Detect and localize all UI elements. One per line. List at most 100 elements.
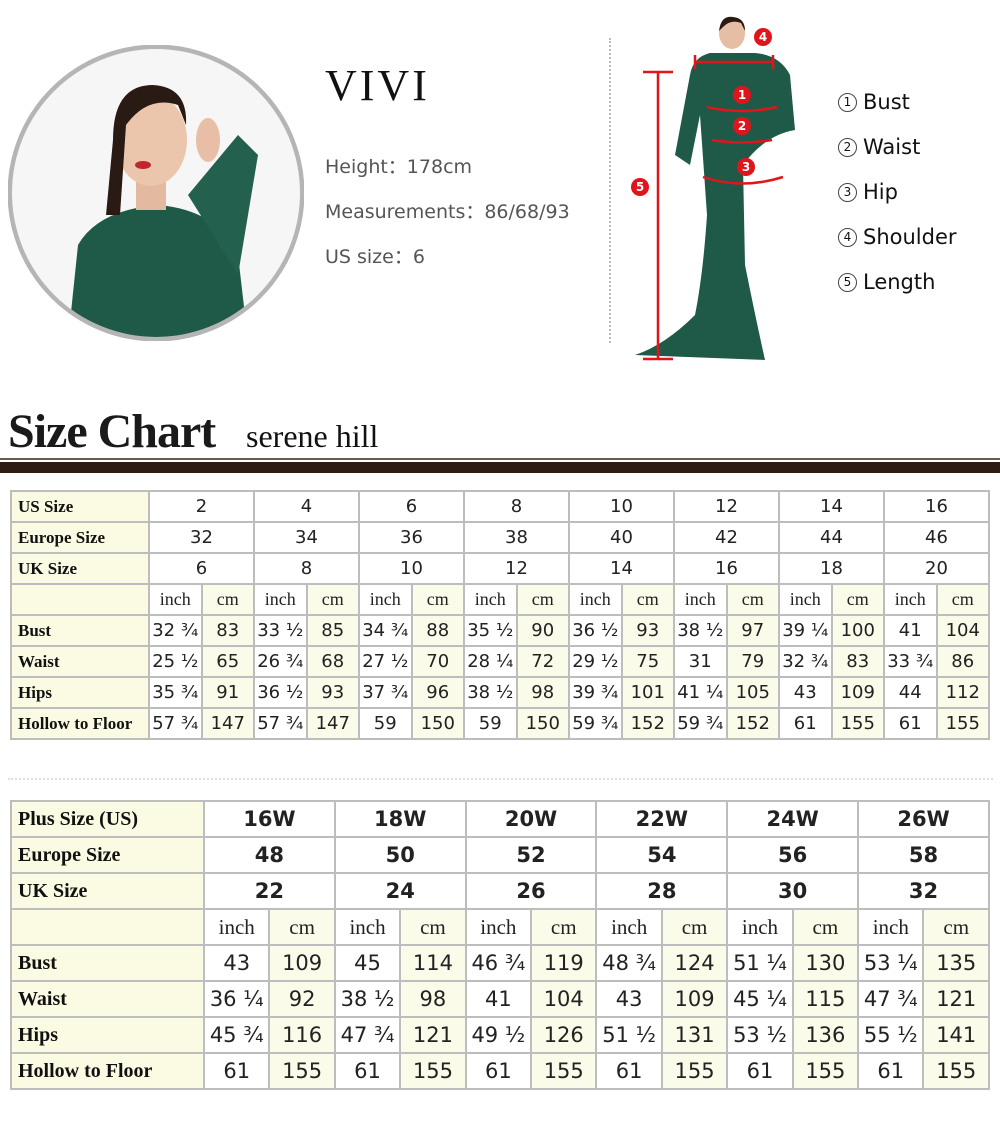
unit-cell: inch xyxy=(333,908,402,946)
row-label: Europe Size xyxy=(10,521,150,554)
legend-hip: 3 Hip xyxy=(838,180,898,204)
cm-value-cell: 112 xyxy=(935,676,990,709)
cm-value-cell: 75 xyxy=(620,645,675,678)
measurement-row: Hollow to Floor 57 ¾ 147 57 ¾ 147 59 150 59 150 5… xyxy=(10,707,990,740)
cm-value-cell: 100 xyxy=(830,614,885,647)
inch-value-cell: 28 ¼ xyxy=(463,645,518,678)
inch-value-cell: 29 ½ xyxy=(568,645,623,678)
inch-value-cell: 35 ½ xyxy=(463,614,518,647)
cm-value-cell: 155 xyxy=(935,707,990,740)
inch-value-cell: 59 ¾ xyxy=(568,707,623,740)
inch-value-cell: 57 ¾ xyxy=(148,707,203,740)
inch-value-cell: 53 ¼ xyxy=(857,944,925,982)
size-cell: 26W xyxy=(857,800,990,838)
cm-value-cell: 152 xyxy=(620,707,675,740)
cm-value-cell: 124 xyxy=(660,944,729,982)
unit-cell: cm xyxy=(830,583,885,616)
dotted-separator xyxy=(8,778,993,780)
size-cell: 52 xyxy=(464,836,598,874)
size-cell: 8 xyxy=(463,490,570,523)
measurement-row: Waist 36 ¼ 92 38 ½ 98 41 104 43 109 45 ¼ 115 47 ¾ 12… xyxy=(10,980,990,1018)
svg-text:4: 4 xyxy=(759,30,767,44)
unit-cell: inch xyxy=(202,908,271,946)
unit-cell: cm xyxy=(268,908,336,946)
size-cell: 18W xyxy=(333,800,467,838)
cm-value-cell: 88 xyxy=(410,614,465,647)
marker-4 xyxy=(754,28,772,46)
size-cell: 50 xyxy=(333,836,467,874)
cm-value-cell: 155 xyxy=(922,1052,990,1090)
inch-value-cell: 36 ¼ xyxy=(202,980,271,1018)
model-measurements: Measurements：86/68/93 xyxy=(325,201,570,223)
cm-value-cell: 91 xyxy=(200,676,255,709)
size-row: US Size 2 4 6 8 10 12 14 16 xyxy=(10,490,990,523)
size-cell: 58 xyxy=(857,836,990,874)
row-label xyxy=(10,583,150,616)
cm-value-cell: 147 xyxy=(305,707,360,740)
inch-value-cell: 44 xyxy=(883,676,938,709)
inch-value-cell: 61 xyxy=(778,707,833,740)
inch-value-cell: 47 ¾ xyxy=(333,1016,402,1054)
cm-value-cell: 150 xyxy=(515,707,570,740)
row-label: Waist xyxy=(10,980,205,1018)
cm-value-cell: 90 xyxy=(515,614,570,647)
unit-cell: cm xyxy=(660,908,729,946)
inch-value-cell: 34 ¾ xyxy=(358,614,413,647)
cm-value-cell: 85 xyxy=(305,614,360,647)
cm-value-cell: 109 xyxy=(268,944,336,982)
size-row: Europe Size 32 34 36 38 40 42 44 46 xyxy=(10,521,990,554)
unit-row: inch cm inch cm inch cm inch cm inch cm inch cm xyxy=(10,908,990,946)
inch-value-cell: 26 ¾ xyxy=(253,645,308,678)
row-label: Bust xyxy=(10,944,205,982)
brand-name: serene hill xyxy=(246,418,379,454)
legend-length: 5 Length xyxy=(838,270,935,294)
cm-value-cell: 114 xyxy=(399,944,467,982)
inch-value-cell: 45 ¾ xyxy=(202,1016,271,1054)
cm-value-cell: 150 xyxy=(410,707,465,740)
size-cell: 20 xyxy=(883,552,990,585)
measurement-figure: 4 1 2 3 5 xyxy=(631,16,795,361)
inch-value-cell: 59 xyxy=(463,707,518,740)
inch-value-cell: 61 xyxy=(202,1052,271,1090)
cm-value-cell: 104 xyxy=(530,980,598,1018)
unit-cell: inch xyxy=(673,583,728,616)
size-cell: 2 xyxy=(148,490,255,523)
unit-cell: cm xyxy=(725,583,780,616)
inch-value-cell: 41 xyxy=(883,614,938,647)
header-rule-thick xyxy=(0,462,1000,473)
measurement-row: Bust 32 ¾ 83 33 ½ 85 34 ¾ 88 35 ½ 90 36 ½ 93 38 ½ 97… xyxy=(10,614,990,647)
plus-size-table: Plus Size (US) 16W 18W 20W 22W 24W 26W Europe S… xyxy=(10,800,990,1090)
inch-value-cell: 36 ½ xyxy=(568,614,623,647)
size-cell: 6 xyxy=(148,552,255,585)
inch-value-cell: 32 ¾ xyxy=(778,645,833,678)
inch-value-cell: 36 ½ xyxy=(253,676,308,709)
inch-value-cell: 55 ½ xyxy=(857,1016,925,1054)
unit-cell: inch xyxy=(148,583,203,616)
inch-value-cell: 39 ¾ xyxy=(568,676,623,709)
cm-value-cell: 131 xyxy=(660,1016,729,1054)
inch-value-cell: 61 xyxy=(726,1052,794,1090)
inch-value-cell: 61 xyxy=(464,1052,533,1090)
unit-row: inch cm inch cm inch cm inch cm inch cm inch cm inch… xyxy=(10,583,990,616)
cm-value-cell: 97 xyxy=(725,614,780,647)
inch-value-cell: 51 ½ xyxy=(595,1016,663,1054)
unit-cell: inch xyxy=(726,908,794,946)
size-cell: 40 xyxy=(568,521,675,554)
model-height: Height：178cm xyxy=(325,156,473,178)
inch-value-cell: 35 ¾ xyxy=(148,676,203,709)
cm-value-cell: 68 xyxy=(305,645,360,678)
inch-value-cell: 59 ¾ xyxy=(673,707,728,740)
cm-value-cell: 109 xyxy=(830,676,885,709)
cm-value-cell: 83 xyxy=(830,645,885,678)
inch-value-cell: 38 ½ xyxy=(673,614,728,647)
size-cell: 48 xyxy=(203,836,336,874)
cm-value-cell: 86 xyxy=(935,645,990,678)
cm-value-cell: 109 xyxy=(660,980,729,1018)
cm-value-cell: 93 xyxy=(305,676,360,709)
svg-text:1: 1 xyxy=(738,88,746,102)
legend-shoulder: 4 Shoulder xyxy=(838,225,957,249)
size-row: UK Size 22 24 26 28 30 32 xyxy=(10,872,990,910)
unit-cell: inch xyxy=(358,583,413,616)
cm-value-cell: 70 xyxy=(410,645,465,678)
inch-value-cell: 43 xyxy=(595,980,663,1018)
